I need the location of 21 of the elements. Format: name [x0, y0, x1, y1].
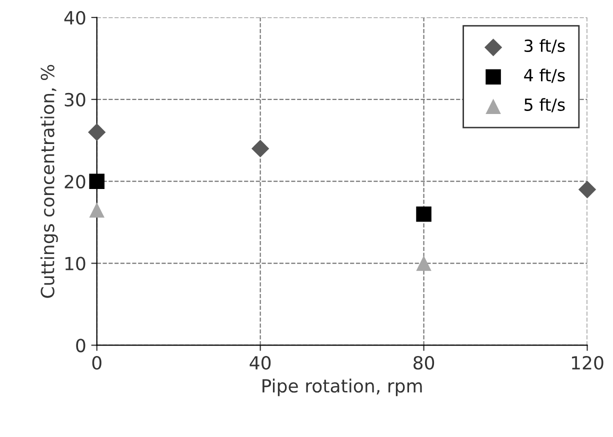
legend-label: 5 ft/s: [524, 98, 565, 112]
point: [88, 123, 106, 142]
x-tick-label: 0: [92, 356, 102, 370]
legend-label: 3 ft/s: [524, 39, 565, 54]
y-tick-label: 40: [64, 10, 86, 25]
y-tick-label: 30: [64, 92, 86, 107]
point: [89, 202, 104, 218]
y-axis-title: Cuttings concentration, %: [40, 64, 58, 298]
x-tick-label: 40: [250, 356, 271, 370]
x-tick-label: 80: [414, 356, 434, 370]
point: [416, 206, 432, 222]
y-tick-label: 0: [76, 338, 86, 352]
point: [251, 140, 270, 158]
point: [578, 180, 596, 198]
x-tick-label: 120: [572, 356, 604, 370]
legend-label: 4 ft/s: [524, 68, 565, 83]
point: [416, 256, 432, 271]
y-tick-label: 10: [65, 256, 86, 270]
point: [89, 174, 104, 189]
y-tick-label: 20: [64, 174, 86, 188]
x-axis-title: Pipe rotation, rpm: [262, 378, 422, 396]
